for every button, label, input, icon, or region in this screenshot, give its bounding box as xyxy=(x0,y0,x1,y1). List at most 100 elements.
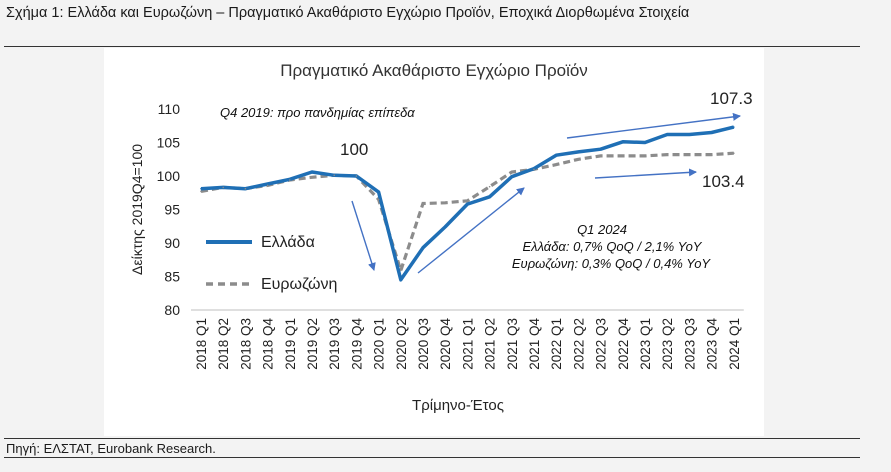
x-axis-label: Τρίμηνο-Έτος xyxy=(412,397,504,414)
x-tick-label-2022-Q4: 2022 Q4 xyxy=(616,318,631,370)
x-tick-label-2023-Q1: 2023 Q1 xyxy=(638,318,653,370)
data-point-eurozone-6 xyxy=(333,174,335,177)
data-point-eurozone-9 xyxy=(400,269,402,272)
source-divider xyxy=(4,438,860,439)
data-point-eurozone-5 xyxy=(311,176,313,179)
data-point-eurozone-19 xyxy=(622,155,624,157)
bottom-divider xyxy=(4,457,860,458)
legend-label-greece: Ελλάδα xyxy=(261,234,315,251)
annotation-box-greece: Ελλάδα: 0,7% QoQ / 2,1% YoY xyxy=(523,239,703,254)
data-point-greece-19 xyxy=(622,141,624,143)
x-tick-label-2019-Q3: 2019 Q3 xyxy=(327,318,342,370)
data-point-greece-0 xyxy=(200,187,202,190)
data-point-eurozone-8 xyxy=(377,198,380,201)
x-tick-label-2020-Q4: 2020 Q4 xyxy=(438,318,453,370)
x-tick-label-2018-Q3: 2018 Q3 xyxy=(238,318,253,370)
x-tick-label-2021-Q3: 2021 Q3 xyxy=(505,318,520,370)
data-point-eurozone-3 xyxy=(266,184,269,187)
annotation-pre-pandemic-100: 100 xyxy=(340,140,368,159)
x-tick-label-2020-Q1: 2020 Q1 xyxy=(372,318,387,370)
x-tick-label-2022-Q2: 2022 Q2 xyxy=(571,318,586,370)
arrow-recovery-2021 xyxy=(417,187,525,274)
data-point-eurozone-2 xyxy=(244,187,247,190)
x-tick-label-2020-Q3: 2020 Q3 xyxy=(416,318,431,370)
y-tick-label-95: 95 xyxy=(164,202,180,218)
data-point-greece-17 xyxy=(577,151,580,153)
arrow-euro-trend xyxy=(594,168,697,179)
x-tick-label-2018-Q2: 2018 Q2 xyxy=(216,318,231,370)
x-tick-label-2023-Q3: 2023 Q3 xyxy=(682,318,697,370)
x-tick-label-2020-Q2: 2020 Q2 xyxy=(394,318,409,370)
data-point-greece-8 xyxy=(377,191,380,193)
data-point-eurozone-22 xyxy=(688,153,691,156)
x-tick-label-2021-Q1: 2021 Q1 xyxy=(460,318,475,370)
x-tick-label-2018-Q4: 2018 Q4 xyxy=(261,318,276,370)
data-point-greece-18 xyxy=(599,148,602,150)
x-tick-label-2022-Q1: 2022 Q1 xyxy=(549,318,564,370)
data-point-eurozone-10 xyxy=(422,202,424,205)
y-tick-label-110: 110 xyxy=(158,101,181,117)
y-tick-label-100: 100 xyxy=(157,168,181,184)
data-point-greece-10 xyxy=(422,246,424,249)
x-tick-label-2019-Q1: 2019 Q1 xyxy=(283,318,298,370)
data-point-eurozone-14 xyxy=(511,171,513,173)
x-tick-label-2022-Q3: 2022 Q3 xyxy=(594,318,609,370)
data-point-greece-16 xyxy=(555,154,557,157)
y-tick-label-80: 80 xyxy=(164,302,180,318)
data-point-eurozone-21 xyxy=(666,153,668,156)
data-point-greece-22 xyxy=(688,133,691,136)
data-point-greece-20 xyxy=(644,141,646,144)
chart-subtitle: Q4 2019: προ πανδημίας επίπεδα xyxy=(220,105,415,120)
y-tick-label-105: 105 xyxy=(157,135,181,151)
data-point-eurozone-23 xyxy=(710,153,713,156)
annotation-euro-last: 103.4 xyxy=(702,172,745,191)
arrow-drop-2020 xyxy=(351,200,376,271)
data-point-greece-11 xyxy=(444,226,447,228)
title-divider xyxy=(4,46,860,47)
data-point-eurozone-12 xyxy=(466,199,469,202)
y-axis-label: Δείκτης 2019Q4=100 xyxy=(129,144,145,275)
y-tick-label-85: 85 xyxy=(164,269,180,285)
data-point-eurozone-4 xyxy=(289,179,291,181)
data-point-eurozone-13 xyxy=(488,185,491,188)
annotation-box-eurozone: Ευρωζώνη: 0,3% QoQ / 0,4% YoY xyxy=(512,256,712,271)
data-point-eurozone-18 xyxy=(599,155,602,157)
data-point-greece-24 xyxy=(733,126,735,128)
data-point-eurozone-17 xyxy=(577,158,580,161)
chart-title: Πραγματικό Ακαθάριστο Εγχώριο Προϊόν xyxy=(280,61,588,80)
chart-panel: Πραγματικό Ακαθάριστο Εγχώριο Προϊόν Q4 … xyxy=(104,48,764,436)
data-point-eurozone-0 xyxy=(200,190,202,193)
x-tick-label-2019-Q4: 2019 Q4 xyxy=(349,318,364,370)
data-point-eurozone-11 xyxy=(444,202,447,204)
annotation-box-title: Q1 2024 xyxy=(577,222,627,237)
x-tick-label-2018-Q1: 2018 Q1 xyxy=(194,318,209,370)
data-point-greece-9 xyxy=(400,279,402,281)
arrow-greece-trend xyxy=(566,112,741,139)
data-point-eurozone-7 xyxy=(355,175,358,177)
data-point-greece-21 xyxy=(666,133,668,136)
data-point-greece-13 xyxy=(488,195,491,198)
x-tick-label-2023-Q2: 2023 Q2 xyxy=(660,318,675,370)
data-point-greece-12 xyxy=(466,203,469,205)
x-tick-label-2021-Q4: 2021 Q4 xyxy=(527,318,542,370)
source-note: Πηγή: ΕΛΣΤΑΤ, Eurobank Research. xyxy=(6,441,216,456)
figure-title: Σχήμα 1: Ελλάδα και Ευρωζώνη – Πραγματικ… xyxy=(6,5,690,21)
data-point-eurozone-24 xyxy=(733,152,735,155)
y-tick-label-90: 90 xyxy=(164,235,180,251)
data-point-greece-5 xyxy=(311,171,313,173)
data-point-eurozone-15 xyxy=(533,168,535,171)
x-tick-label-2024-Q1: 2024 Q1 xyxy=(727,318,742,370)
data-points xyxy=(200,126,735,281)
annotation-greece-last: 107.3 xyxy=(710,89,753,108)
x-tick-label-2021-Q2: 2021 Q2 xyxy=(483,318,498,370)
legend-label-eurozone: Ευρωζώνη xyxy=(261,276,337,293)
x-tick-label-2023-Q4: 2023 Q4 xyxy=(705,318,720,370)
data-point-eurozone-1 xyxy=(222,186,224,189)
data-point-greece-14 xyxy=(511,175,513,178)
gdp-line-chart: Πραγματικό Ακαθάριστο Εγχώριο Προϊόν Q4 … xyxy=(129,61,753,414)
data-point-greece-23 xyxy=(710,131,713,134)
data-point-greece-3 xyxy=(266,183,269,185)
data-point-eurozone-16 xyxy=(555,163,557,166)
data-point-eurozone-20 xyxy=(644,155,646,157)
x-tick-label-2019-Q2: 2019 Q2 xyxy=(305,318,320,370)
